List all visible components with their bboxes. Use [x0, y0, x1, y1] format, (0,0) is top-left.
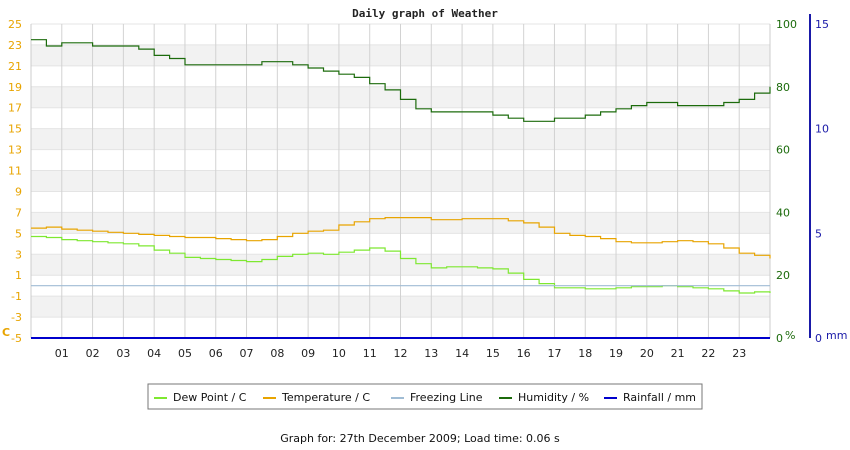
humidity-series — [31, 39, 771, 122]
x-tick-label: 04 — [147, 347, 161, 360]
left-tick-label: 15 — [8, 123, 22, 136]
left-tick-label: 17 — [8, 102, 22, 115]
left-tick-label: 5 — [15, 227, 22, 240]
x-tick-label: 09 — [301, 347, 315, 360]
x-tick-label: 05 — [178, 347, 192, 360]
legend-label: Rainfall / mm — [623, 391, 696, 404]
x-tick-label: 02 — [86, 347, 100, 360]
footer-text: Graph for: 27th December 2009; Load time… — [280, 432, 560, 445]
left-axis-unit: C — [2, 326, 10, 339]
x-tick-label: 21 — [671, 347, 685, 360]
rainfall-tick-label: 10 — [815, 123, 829, 136]
left-tick-label: 9 — [15, 185, 22, 198]
rainfall-tick-label: 15 — [815, 18, 829, 31]
x-tick-label: 08 — [270, 347, 284, 360]
humidity-axis-ticks: 0 20 40 60 80 100 — [776, 18, 797, 345]
legend-label: Temperature / C — [281, 391, 370, 404]
legend-label: Freezing Line — [410, 391, 483, 404]
rainfall-axis-unit: mm — [826, 329, 847, 342]
x-tick-label: 15 — [486, 347, 500, 360]
x-tick-label: 12 — [394, 347, 408, 360]
left-tick-label: 13 — [8, 144, 22, 157]
grid-lines — [30, 14, 811, 339]
left-tick-label: 3 — [15, 248, 22, 261]
chart-title: Daily graph of Weather — [352, 7, 498, 20]
x-tick-label: 23 — [732, 347, 746, 360]
x-tick-label: 20 — [640, 347, 654, 360]
x-tick-label: 13 — [424, 347, 438, 360]
humidity-tick-label: 100 — [776, 18, 797, 31]
x-tick-label: 06 — [209, 347, 223, 360]
temperature-c-series — [31, 217, 771, 259]
legend-label: Dew Point / C — [173, 391, 247, 404]
x-tick-label: 11 — [363, 347, 377, 360]
left-tick-label: -3 — [11, 311, 22, 324]
legend-label: Humidity / % — [518, 391, 589, 404]
rainfall-tick-label: 5 — [815, 227, 822, 240]
x-tick-label: 17 — [547, 347, 561, 360]
humidity-tick-label: 0 — [776, 332, 783, 345]
left-tick-label: -1 — [11, 290, 22, 303]
x-tick-label: 16 — [517, 347, 531, 360]
x-tick-label: 03 — [116, 347, 130, 360]
left-tick-label: 21 — [8, 60, 22, 73]
left-tick-label: 7 — [15, 206, 22, 219]
humidity-tick-label: 20 — [776, 269, 790, 282]
x-tick-label: 22 — [701, 347, 715, 360]
left-tick-label: 25 — [8, 18, 22, 31]
x-tick-label: 18 — [578, 347, 592, 360]
humidity-tick-label: 40 — [776, 206, 790, 219]
left-tick-label: -5 — [11, 332, 22, 345]
x-tick-label: 10 — [332, 347, 346, 360]
humidity-tick-label: 60 — [776, 144, 790, 157]
x-tick-label: 07 — [240, 347, 254, 360]
humidity-axis-unit: % — [785, 329, 795, 342]
left-tick-label: 19 — [8, 81, 22, 94]
left-tick-label: 23 — [8, 39, 22, 52]
legend-box — [147, 383, 703, 410]
legend: Dew Point / C Temperature / C Freezing Lin… — [147, 383, 703, 410]
rainfall-axis-ticks: 0 5 10 15 — [815, 18, 829, 345]
left-tick-label: 1 — [15, 269, 22, 282]
x-axis-ticks: 01 02 03 04 05 06 07 08 09 10 11 12 13 14 15 16 17 18 19 20… — [55, 347, 746, 360]
rainfall-tick-label: 0 — [815, 332, 822, 345]
x-tick-label: 01 — [55, 347, 69, 360]
dew-point-c-series — [31, 235, 771, 294]
series-lines — [31, 39, 771, 339]
x-tick-label: 19 — [609, 347, 623, 360]
left-tick-label: 11 — [8, 165, 22, 178]
humidity-tick-label: 80 — [776, 81, 790, 94]
x-tick-label: 14 — [455, 347, 469, 360]
